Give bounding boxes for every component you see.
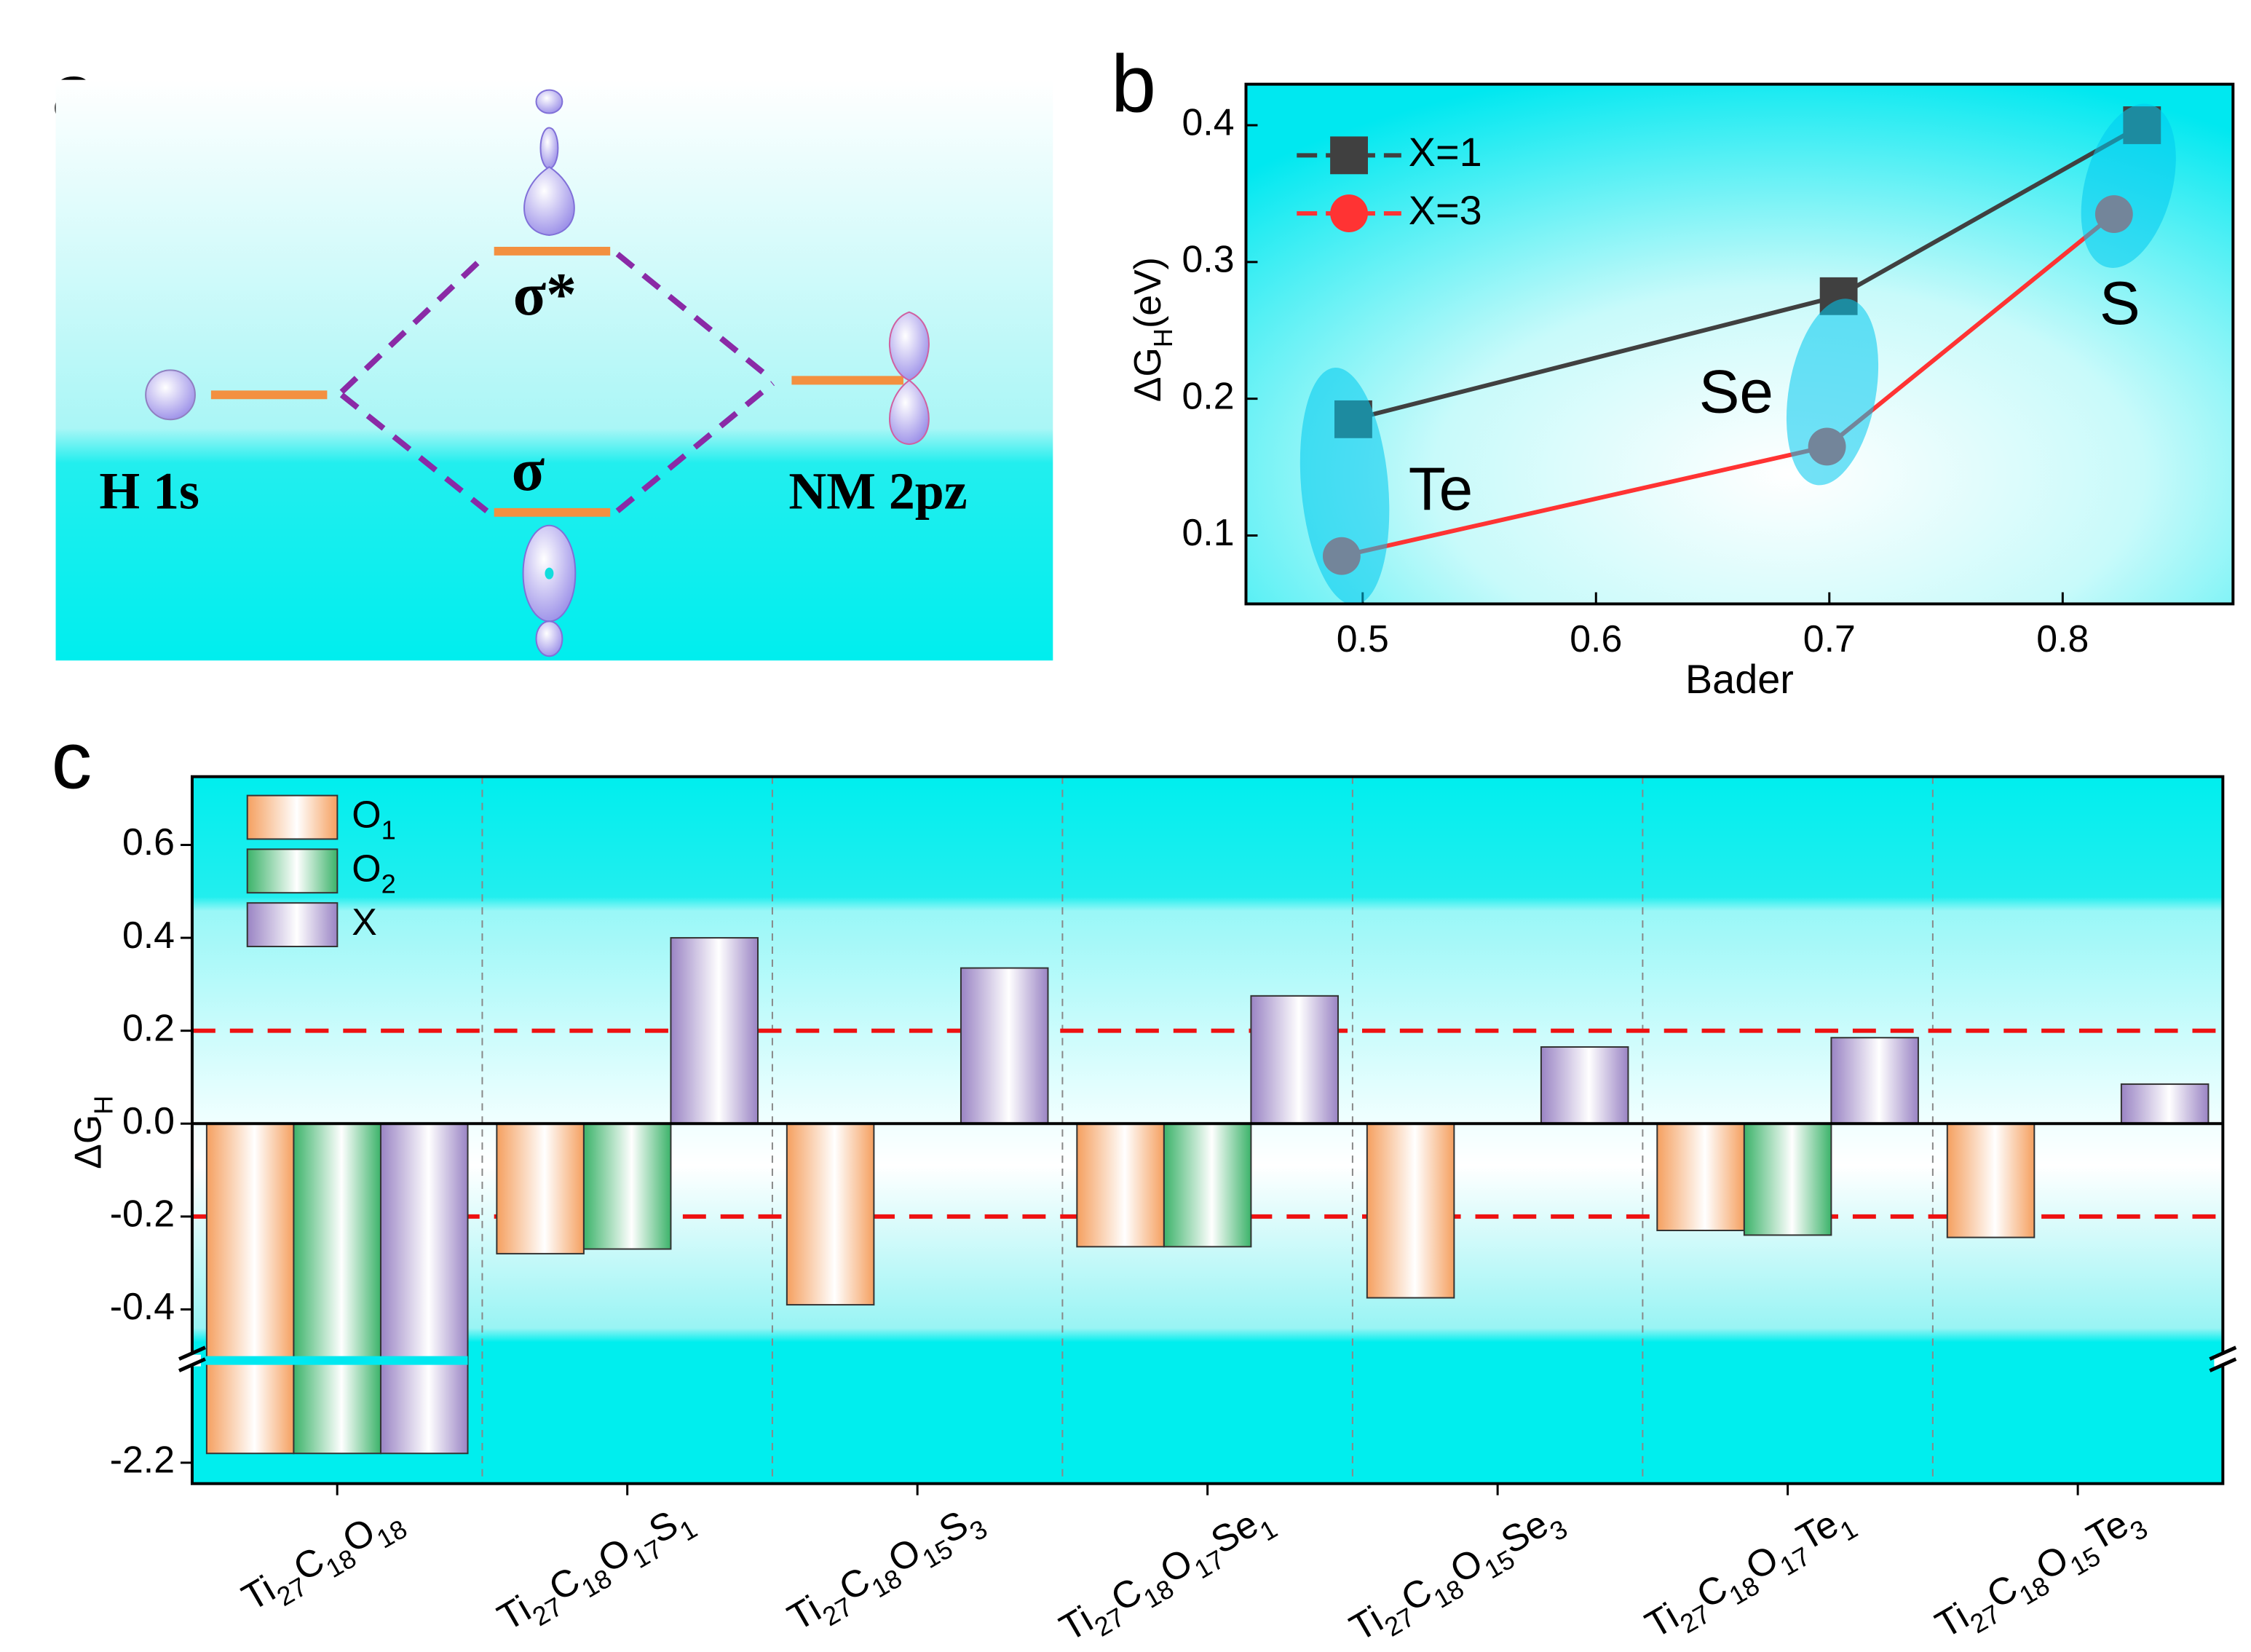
bar: [1540, 1046, 1629, 1125]
panel-label: c: [52, 714, 92, 805]
y-tick-label: 0.4: [122, 914, 175, 956]
legend-label: X: [352, 901, 377, 943]
orbital-label: H 1s: [99, 462, 199, 520]
bar: [582, 1123, 672, 1250]
axis-label-part: H: [88, 1096, 118, 1115]
y-tick-label: -2.2: [110, 1439, 175, 1481]
bar: [293, 1123, 381, 1455]
bar: [1366, 1123, 1455, 1299]
bar: [786, 1123, 875, 1306]
y-tick-label: 0.0: [122, 1099, 175, 1142]
axis-break-mark: [2209, 1345, 2237, 1372]
axis-break-mark: [178, 1345, 206, 1372]
plot-frame: [190, 775, 2225, 1485]
highlight: [2081, 103, 2176, 268]
y-tick-label: 0.1: [1182, 511, 1234, 553]
plot-frame: [1244, 82, 2235, 606]
chart-b: 0.5 0.6 0.7 0.8 0.1 0.2 0.3 0.4 Bader ΔGH(eV) X=1 X…: [1126, 82, 2235, 702]
y-tick-label: -0.4: [110, 1285, 175, 1327]
axis-label-part: ΔG: [66, 1115, 108, 1169]
legend-label: O2: [352, 847, 396, 898]
orbital-label: σ*: [513, 261, 577, 328]
x-tick-label: 0.6: [1570, 617, 1622, 660]
axis-label: ΔGH: [66, 1096, 118, 1169]
panel-b-background: [1246, 84, 2234, 604]
bar: [2120, 1083, 2210, 1125]
legend-label: X=1: [1409, 129, 1482, 175]
legend-swatch: [246, 902, 339, 947]
x-axis-label: Bader: [1685, 656, 1794, 702]
panel-label: b: [1111, 38, 1156, 129]
x-tick-label: 0.8: [2036, 617, 2089, 660]
x-tick-label: Ti27C18O17Te1: [1638, 1495, 1862, 1652]
x-tick-label: Ti27C18O15Se3: [1342, 1495, 1572, 1652]
orbital-label: NM 2pz: [788, 462, 967, 520]
bar: [1830, 1037, 1919, 1125]
y-tick-label: 0.3: [1182, 238, 1234, 280]
y-tick-label: -0.2: [110, 1193, 175, 1235]
bar: [1250, 995, 1339, 1125]
x-tick-label: Ti27C18O17S1: [490, 1495, 702, 1647]
annotation: Te: [1409, 454, 1473, 523]
axis-label-part: H: [1148, 328, 1178, 347]
x-tick-label: Ti27C18O17Se1: [1052, 1495, 1282, 1652]
x-tick-label: 0.7: [1803, 617, 1856, 660]
bar: [1946, 1123, 2036, 1238]
bar: [960, 967, 1049, 1125]
legend-label: O1: [352, 793, 396, 845]
legend-label: X=3: [1409, 187, 1482, 233]
mo-diagram: [145, 89, 930, 657]
y-tick-label: 0.6: [122, 821, 175, 863]
legend-marker: [1330, 194, 1368, 233]
bar: [496, 1123, 585, 1254]
annotation: Se: [1699, 357, 1773, 425]
bar: [1076, 1123, 1165, 1248]
y-tick-label: 0.2: [122, 1006, 175, 1048]
bar: [205, 1123, 295, 1455]
highlight: [1299, 367, 1390, 605]
axis-label: ΔGH(eV): [1126, 257, 1178, 402]
bar: [1163, 1123, 1252, 1248]
y-tick-label: 0.4: [1182, 101, 1234, 143]
orbital-label: σ: [512, 436, 545, 504]
axis-label-part: (eV): [1126, 257, 1168, 328]
annotation: S: [2100, 269, 2140, 337]
bar: [1656, 1123, 1745, 1232]
x-tick-label: Ti27C18O18: [234, 1495, 412, 1627]
highlight: [1786, 299, 1879, 486]
x-tick-label: Ti27C18O15S3: [780, 1495, 992, 1647]
legend-marker: [1330, 136, 1368, 175]
axis-label-part: ΔG: [1126, 347, 1168, 402]
legend-swatch: [246, 794, 339, 840]
bar: [670, 937, 759, 1125]
x-tick-label: 0.5: [1337, 617, 1389, 660]
bar: [1743, 1123, 1832, 1236]
legend-swatch: [246, 848, 339, 894]
x-tick-label: Ti27C18O15Te3: [1928, 1495, 2152, 1652]
bar: [379, 1123, 469, 1455]
y-tick-label: 0.2: [1182, 374, 1234, 416]
